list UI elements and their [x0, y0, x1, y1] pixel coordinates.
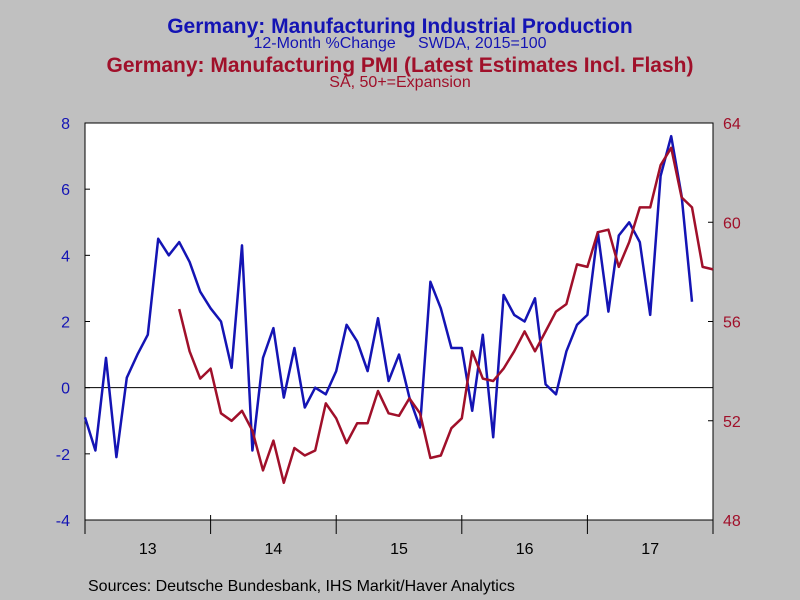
x-axis-label: 13 — [139, 541, 157, 558]
series-line-pmi — [177, 146, 714, 485]
series-line-industrial-production — [83, 134, 694, 459]
x-axis-label: 14 — [265, 541, 283, 558]
x-axis-label: 15 — [390, 541, 408, 558]
title-block: Germany: Manufacturing Industrial Produc… — [0, 16, 800, 91]
left-axis-tick-label: 8 — [61, 116, 70, 133]
left-axis-tick-label: 0 — [61, 381, 70, 398]
left-axis-tick-label: -4 — [56, 513, 70, 530]
left-axis-tick-label: 6 — [61, 182, 70, 199]
left-axis-tick-label: 4 — [61, 248, 70, 265]
right-axis-tick-label: 56 — [723, 315, 741, 332]
source-note: Sources: Deutsche Bundesbank, IHS Markit… — [88, 578, 515, 595]
left-axis-tick-label: 2 — [61, 315, 70, 332]
x-axis-label: 17 — [641, 541, 659, 558]
right-axis-tick-label: 52 — [723, 414, 741, 431]
chart-title-1: Germany: Manufacturing Industrial Produc… — [167, 15, 633, 38]
right-axis-tick-label: 48 — [723, 513, 741, 530]
plot-area — [84, 122, 714, 521]
chart-title-2: Germany: Manufacturing PMI (Latest Estim… — [106, 54, 694, 77]
left-axis-tick-label: -2 — [56, 447, 70, 464]
right-axis-tick-label: 60 — [723, 215, 741, 232]
right-axis-tick-label: 64 — [723, 116, 741, 133]
chart-subtitle-1: 12-Month %Change SWDA, 2015=100 — [253, 35, 547, 52]
chart-subtitle-2: SA, 50+=Expansion — [329, 74, 471, 91]
x-axis-label: 16 — [516, 541, 534, 558]
